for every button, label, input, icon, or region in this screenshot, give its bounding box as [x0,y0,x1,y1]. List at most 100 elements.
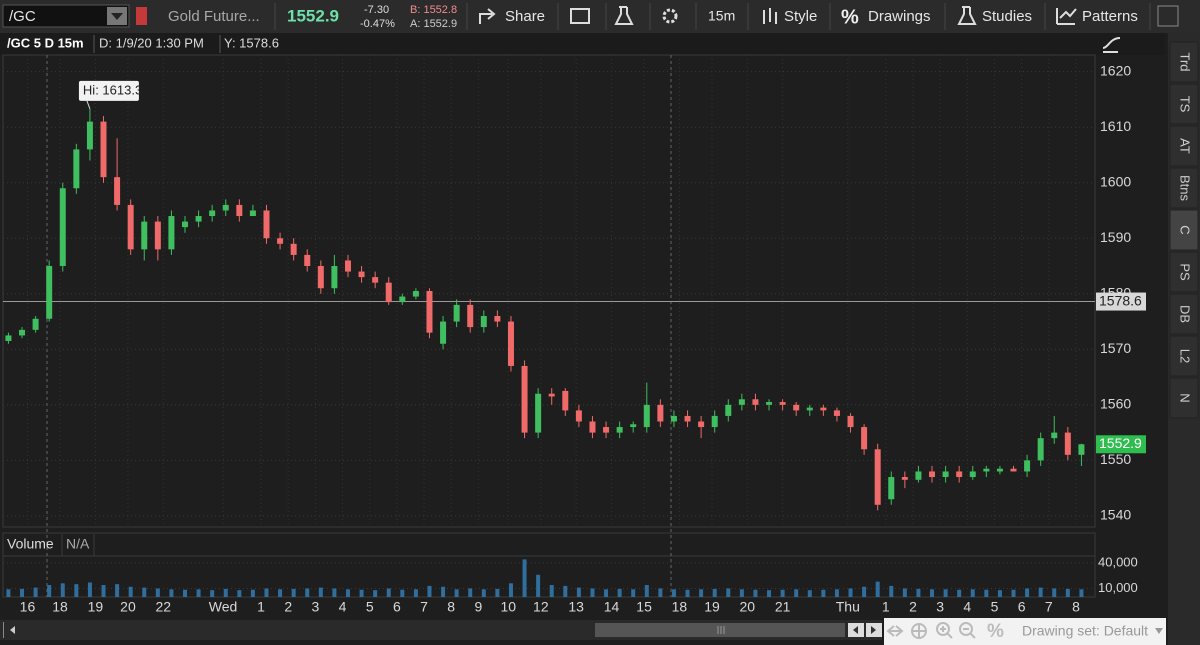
volume-bar [60,583,65,597]
volume-bar [196,589,201,597]
candle-body [888,477,895,500]
window-button[interactable] [1157,5,1179,27]
lab-icon[interactable] [614,6,634,25]
candle-body [738,399,745,405]
percent-icon[interactable]: % [841,6,859,28]
sidebar-tab[interactable] [1169,125,1199,167]
x-tick-label: 8 [447,599,455,615]
volume-panel [2,532,1096,598]
volume-bar [386,588,391,597]
candle-body [874,449,881,505]
candle-body [996,468,1003,472]
x-tick-label: 15 [636,599,652,615]
volume-bar [264,588,269,597]
volume-bar [536,574,541,597]
sidebar-tab[interactable] [1169,83,1199,125]
alert-icon[interactable] [136,7,147,25]
sidebar-tab[interactable] [1169,209,1199,251]
candle-body [616,427,623,433]
cursor-date: D: 1/9/20 1:30 PM [99,35,204,50]
candle-body [1024,460,1031,472]
zoom-icons[interactable] [886,622,976,639]
candle-body [521,365,528,433]
sidebar-tab-label[interactable]: AT [1178,138,1193,154]
candle-body [168,216,175,250]
sidebar-tab[interactable] [1169,167,1199,209]
sidebar-tab[interactable] [1169,41,1199,83]
volume-bar [359,589,364,597]
volume-bar [508,583,513,597]
scale-icon[interactable] [1102,37,1121,53]
sidebar-tab-label[interactable]: PS [1178,263,1193,281]
volume-bar [685,589,690,597]
volume-bar [495,588,500,597]
sidebar-tab-label[interactable]: DB [1178,305,1193,323]
interval-button[interactable]: 15m [708,8,735,24]
x-tick-label: 21 [775,599,791,615]
crosshair-label-box [1096,292,1146,311]
volume-tick-label: 10,000 [1098,580,1138,595]
snapshot-icon[interactable] [570,8,590,24]
drawing-set[interactable]: Drawing set: Default [1022,623,1148,639]
description: Gold Future... [168,8,260,25]
volume-bar [576,587,581,597]
share-icon[interactable] [479,8,496,24]
candle-body [86,121,93,150]
candle-body [806,407,813,411]
symbol-box[interactable] [2,4,130,28]
settings-icon[interactable] [662,8,678,24]
volume-bar [332,588,337,597]
percent-icon[interactable]: % [987,621,1004,642]
drawing-set-arrow [1155,628,1163,634]
style-button[interactable]: Style [784,8,817,25]
sidebar-tab-label[interactable]: C [1178,225,1193,234]
volume-bar [726,588,731,597]
sidebar-tab-label[interactable]: L2 [1178,349,1193,363]
candle-body [589,421,596,433]
candle-body [209,210,216,217]
patterns-button[interactable]: Patterns [1082,8,1138,25]
volume-bar [997,590,1002,597]
y-tick-label: 1600 [1100,173,1131,189]
x-tick-label: 8 [1072,599,1080,615]
net-change: -7.30 [364,4,389,16]
volume-bar [20,588,25,597]
candle-body [670,415,677,422]
candle-body [575,410,582,422]
y-tick-label: 1560 [1100,396,1131,412]
annotation-box [78,80,139,101]
volume-bar [481,589,486,597]
candle-body [263,210,270,239]
sidebar-tab-label[interactable]: Trd [1178,52,1193,71]
volume-status: N/A [66,536,90,552]
candle-body [236,204,243,217]
sidebar-tab[interactable] [1169,251,1199,293]
scroll-left[interactable] [3,622,4,638]
candle-body [562,390,569,411]
studies-button[interactable]: Studies [982,8,1032,25]
x-tick-label: 5 [366,599,374,615]
candle-body [290,243,297,255]
sidebar-tab-label[interactable]: Btns [1178,175,1193,202]
sidebar-tab[interactable] [1169,293,1199,335]
volume-bar [957,589,962,597]
scroll-thumb[interactable] [595,623,845,637]
crosshair-label: 1578.6 [1099,292,1142,308]
scroll-left-arrow[interactable] [10,626,15,634]
x-tick-label: 7 [420,599,428,615]
sidebar-tab-label[interactable]: N [1178,393,1193,402]
sidebar-tab-label[interactable]: TS [1178,96,1193,113]
candle-body [1037,438,1044,461]
volume-bar [87,582,92,597]
sidebar-tab[interactable] [1169,335,1199,377]
volume-bar [1065,588,1070,597]
share-button[interactable]: Share [505,8,545,25]
x-tick-label: 4 [339,599,347,615]
candle-body [249,210,256,217]
sidebar-tab[interactable] [1169,377,1199,419]
candle-body [1010,468,1017,472]
candle-body [983,468,990,472]
candle-body [779,402,786,405]
volume-bar [970,589,975,597]
drawings-button[interactable]: Drawings [868,8,931,25]
